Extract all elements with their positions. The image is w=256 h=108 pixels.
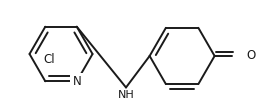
Text: N: N	[72, 75, 81, 88]
Text: NH: NH	[118, 90, 134, 100]
Text: O: O	[246, 49, 255, 62]
Text: Cl: Cl	[44, 53, 55, 66]
